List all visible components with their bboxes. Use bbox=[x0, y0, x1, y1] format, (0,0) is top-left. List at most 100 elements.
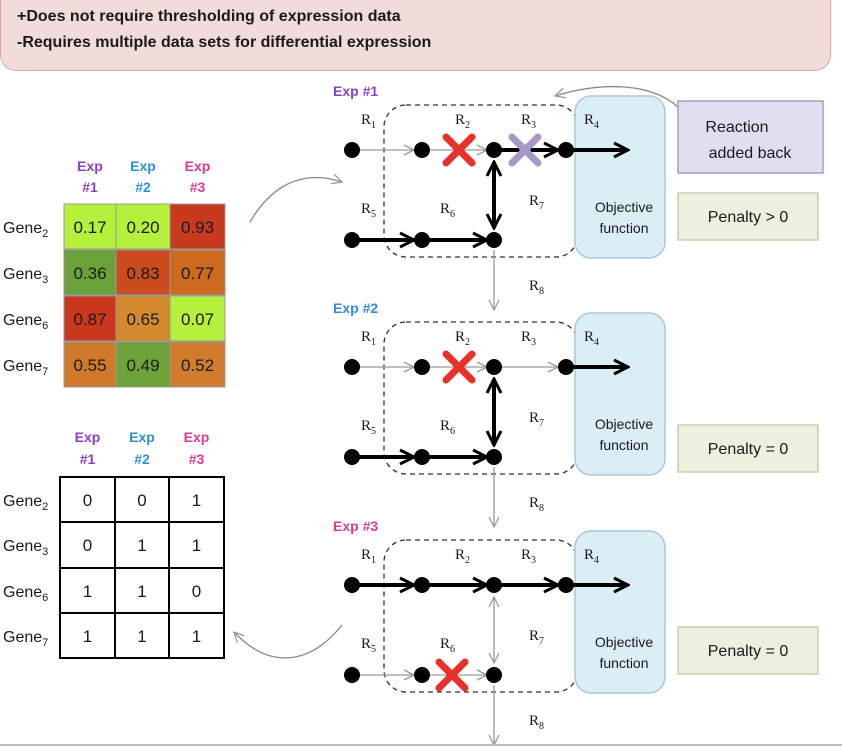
reaction-label-r1: R1 bbox=[361, 329, 376, 348]
bin-cell-border bbox=[59, 612, 116, 659]
bin-row-label-1: Gene3 bbox=[3, 538, 48, 558]
bin-cell-value: 1 bbox=[137, 536, 146, 555]
compartment-boundary bbox=[383, 539, 579, 693]
penalty-box bbox=[677, 626, 819, 675]
objective-function-box bbox=[574, 312, 666, 476]
flow-arrow-network-to-binary bbox=[234, 624, 343, 659]
expr-cell-value: 0.52 bbox=[181, 356, 214, 375]
bin-header-num-3: #3 bbox=[189, 451, 205, 467]
reaction-label-r2: R2 bbox=[455, 329, 470, 348]
reaction-label-r5: R5 bbox=[361, 201, 376, 220]
metabolite-node bbox=[344, 142, 360, 158]
bottom-border bbox=[0, 744, 842, 746]
metabolite-node bbox=[486, 142, 502, 158]
bin-header-exp-1: Exp bbox=[75, 429, 101, 445]
compartment-boundary bbox=[383, 321, 579, 475]
bin-header-exp-2: Exp bbox=[129, 429, 155, 445]
bin-cell-value: 1 bbox=[83, 627, 92, 646]
bin-cell-border bbox=[59, 521, 116, 569]
expression-table: Exp #1 Exp #2 Exp #3 Gene2 0.17 0.20 0.93 Gene3 0.3… bbox=[3, 158, 226, 388]
experiment-panels: Exp #1 Objective function Penalty > 0 R1 R2 R3… bbox=[333, 83, 819, 745]
bin-cell-value: 1 bbox=[192, 536, 201, 555]
bin-cell-value: 0 bbox=[83, 491, 92, 510]
expr-cell-bg bbox=[169, 203, 226, 250]
objective-line1: Objective bbox=[595, 634, 654, 650]
penalty-value: Penalty = 0 bbox=[708, 643, 789, 660]
expr-header-exp-3: Exp bbox=[185, 158, 211, 174]
panel-label: Exp #1 bbox=[333, 83, 378, 99]
bin-header-num-2: #2 bbox=[134, 451, 150, 467]
reaction-label-r4: R4 bbox=[584, 112, 599, 131]
expr-cell-value: 0.87 bbox=[73, 310, 106, 329]
expr-cell-value: 0.77 bbox=[181, 264, 214, 283]
panel-label: Exp #2 bbox=[333, 300, 378, 316]
expr-cell-bg bbox=[115, 203, 171, 250]
expr-cell-bg bbox=[169, 341, 226, 388]
expr-row-label-0: Gene2 bbox=[3, 220, 48, 240]
reaction-label-r8: R8 bbox=[529, 495, 544, 514]
panel-label: Exp #3 bbox=[333, 518, 378, 534]
penalty-value: Penalty = 0 bbox=[708, 441, 789, 458]
reaction-label-r2: R2 bbox=[455, 547, 470, 566]
compartment-boundary bbox=[383, 104, 579, 258]
metabolite-node bbox=[414, 577, 430, 593]
bin-cell-value: 1 bbox=[192, 491, 201, 510]
metabolite-node bbox=[558, 359, 574, 375]
bin-row-label-3: Gene7 bbox=[3, 629, 48, 649]
summary-banner: +Does not require thresholding of expres… bbox=[0, 0, 831, 71]
flow-arrow-table-to-network bbox=[249, 177, 342, 223]
expr-cell-value: 0.55 bbox=[73, 356, 106, 375]
reaction-label-r2: R2 bbox=[455, 112, 470, 131]
expr-cell-bg bbox=[115, 341, 171, 388]
bin-cell-border bbox=[168, 476, 225, 523]
expr-cell-value: 0.07 bbox=[181, 310, 214, 329]
bin-cell-border bbox=[59, 476, 116, 523]
expr-header-num-2: #2 bbox=[135, 179, 151, 195]
metabolite-node bbox=[486, 667, 502, 683]
reaction-label-r8: R8 bbox=[529, 278, 544, 297]
expr-cell-bg bbox=[63, 249, 117, 296]
bin-cell-value: 0 bbox=[137, 491, 146, 510]
expr-header-exp-2: Exp bbox=[130, 158, 156, 174]
expr-header-num-1: #1 bbox=[82, 179, 98, 195]
objective-function-box bbox=[574, 95, 666, 259]
reaction-label-r3: R3 bbox=[521, 329, 536, 348]
objective-line2: function bbox=[599, 655, 648, 671]
reaction-added-back-line2: added back bbox=[709, 145, 793, 162]
metabolite-node bbox=[414, 232, 430, 248]
bin-cell-border bbox=[114, 476, 170, 523]
objective-line1: Objective bbox=[595, 199, 654, 215]
reaction-label-r6: R6 bbox=[440, 201, 455, 220]
metabolite-node bbox=[486, 359, 502, 375]
bin-cell-border bbox=[114, 612, 170, 659]
metabolite-node bbox=[414, 359, 430, 375]
bin-cell-value: 1 bbox=[192, 627, 201, 646]
expr-cell-value: 0.17 bbox=[73, 218, 106, 237]
expr-row-label-3: Gene7 bbox=[3, 358, 48, 378]
expr-row-label-1: Gene3 bbox=[3, 266, 48, 286]
reaction-label-r7: R7 bbox=[529, 628, 544, 647]
metabolite-node bbox=[344, 449, 360, 465]
bin-cell-border bbox=[168, 521, 225, 569]
expr-header-num-3: #3 bbox=[190, 179, 206, 195]
objective-line1: Objective bbox=[595, 416, 654, 432]
expr-cell-value: 0.36 bbox=[73, 264, 106, 283]
expr-cell-value: 0.20 bbox=[126, 218, 159, 237]
panel-exp-3: Exp #3 Objective function Penalty = 0 R1 R2 R3… bbox=[333, 518, 819, 745]
expr-cell-value: 0.65 bbox=[126, 310, 159, 329]
reaction-label-r3: R3 bbox=[521, 547, 536, 566]
metabolite-node bbox=[344, 667, 360, 683]
penalty-box bbox=[677, 192, 819, 241]
reaction-label-r4: R4 bbox=[584, 547, 599, 566]
metabolite-node bbox=[414, 142, 430, 158]
metabolite-node bbox=[344, 577, 360, 593]
penalty-value: Penalty > 0 bbox=[708, 209, 789, 226]
flow-arrow-added-back bbox=[555, 85, 679, 108]
reaction-label-r4: R4 bbox=[584, 329, 599, 348]
bin-header-num-1: #1 bbox=[80, 451, 96, 467]
reaction-label-r3: R3 bbox=[521, 112, 536, 131]
reaction-added-back-box bbox=[677, 100, 824, 174]
objective-line2: function bbox=[599, 437, 648, 453]
objective-line2: function bbox=[599, 220, 648, 236]
